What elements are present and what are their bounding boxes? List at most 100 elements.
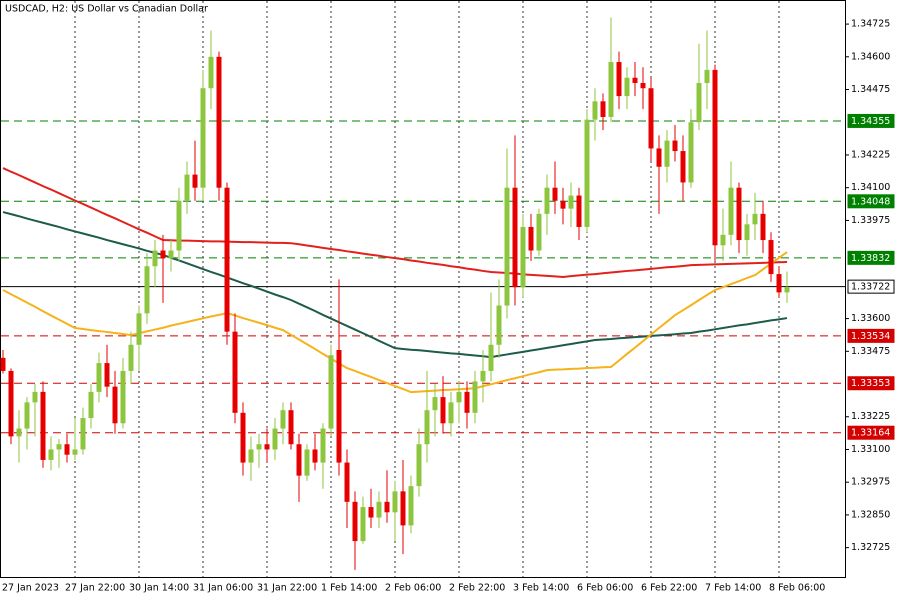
candle-body [280, 410, 286, 429]
candle-body [632, 77, 638, 83]
candle-body [736, 187, 742, 241]
candle-body [168, 250, 174, 259]
candle-body [664, 140, 670, 167]
candle-body [184, 174, 190, 201]
price-level-label: 1.33353 [851, 378, 890, 389]
y-tick-label: 1.33100 [851, 444, 890, 455]
candle-body [480, 370, 486, 382]
candle-body [520, 226, 526, 288]
x-tick-label: 30 Jan 14:00 [129, 583, 189, 594]
candle-body [608, 62, 614, 118]
moving-average-line [2, 251, 788, 394]
y-tick-label: 1.33600 [851, 313, 890, 324]
candle-body [8, 370, 14, 437]
candle-body [744, 224, 750, 241]
price-level-box [847, 250, 895, 265]
y-tick-label: 1.34100 [851, 182, 890, 193]
candle-body [360, 507, 366, 542]
price-level-label: 1.33832 [851, 253, 890, 264]
candle-body [512, 187, 518, 288]
candle-body [696, 82, 702, 123]
candle-body [384, 501, 390, 513]
candle-body [576, 195, 582, 227]
y-tick-label: 1.34600 [851, 51, 890, 62]
y-tick-label: 1.34725 [851, 19, 890, 30]
candle-body [56, 444, 62, 450]
candle-body [504, 187, 510, 306]
candle-body [136, 313, 142, 345]
candle-body [552, 187, 558, 201]
candle-body [640, 82, 646, 89]
candle-body [224, 187, 230, 332]
moving-average-line [2, 167, 788, 278]
candle-body [40, 391, 46, 460]
price-level-label: 1.34355 [851, 116, 890, 127]
y-tick-label: 1.32850 [851, 509, 890, 520]
candle-body [424, 410, 430, 445]
candle-body [352, 501, 358, 542]
candle-body [712, 69, 718, 246]
y-tick-label: 1.33975 [851, 215, 890, 226]
candle-body [112, 386, 118, 424]
candle-body [272, 428, 278, 450]
candle-body [120, 370, 126, 424]
candle-body [768, 240, 774, 275]
candle-body [88, 391, 94, 419]
candle-body [64, 444, 70, 455]
candle-body [560, 200, 566, 209]
candle-body [752, 213, 758, 225]
candle-body [72, 449, 78, 455]
plot-area [0, 1, 845, 578]
price-level-box [847, 279, 895, 294]
candle-body [368, 507, 374, 518]
y-tick-label: 1.32725 [851, 542, 890, 553]
price-level-box [847, 113, 895, 128]
candle-body [776, 274, 782, 293]
candle-body [456, 391, 462, 403]
candle-body [416, 444, 422, 487]
candle-body [472, 381, 478, 413]
x-tick-label: 27 Jan 22:00 [65, 583, 125, 594]
x-tick-label: 3 Feb 14:00 [513, 583, 569, 594]
candle-body [296, 444, 302, 476]
candle-body [320, 428, 326, 463]
candle-body [176, 200, 182, 251]
candle-body [672, 140, 678, 152]
x-tick-label: 8 Feb 06:00 [769, 583, 825, 594]
candle-body [336, 349, 342, 463]
candle-body [680, 151, 686, 183]
candle-body [432, 397, 438, 411]
price-level-box [847, 425, 895, 440]
price-level-box [847, 194, 895, 209]
x-tick-label: 27 Jan 2023 [2, 583, 59, 594]
y-tick-label: 1.33475 [851, 346, 890, 357]
candle-body [392, 491, 398, 513]
candle-body [312, 449, 318, 463]
candle-body [216, 56, 222, 188]
candle-body [528, 226, 534, 251]
candle-body [240, 412, 246, 463]
candle-body [200, 88, 206, 188]
candle-body [208, 56, 214, 89]
y-tick-label: 1.34475 [851, 84, 890, 95]
candle-body [144, 266, 150, 314]
candle-body [16, 428, 22, 437]
x-tick-label: 2 Feb 06:00 [385, 583, 441, 594]
candle-body [160, 250, 166, 259]
candle-body [440, 397, 446, 424]
candle-body [288, 410, 294, 445]
candle-body [256, 444, 262, 450]
candle-body [344, 462, 350, 502]
candle-body [128, 344, 134, 371]
price-level-label: 1.33722 [851, 282, 890, 293]
candle-body [80, 418, 86, 450]
x-tick-label: 31 Jan 22:00 [257, 583, 317, 594]
candle-body [688, 122, 694, 183]
candle-body [248, 449, 254, 463]
x-tick-label: 7 Feb 14:00 [705, 583, 761, 594]
candle-body [760, 213, 766, 241]
y-tick-label: 1.34225 [851, 149, 890, 160]
candle-body [544, 187, 550, 214]
candle-body [408, 486, 414, 526]
candle-body [488, 344, 494, 371]
